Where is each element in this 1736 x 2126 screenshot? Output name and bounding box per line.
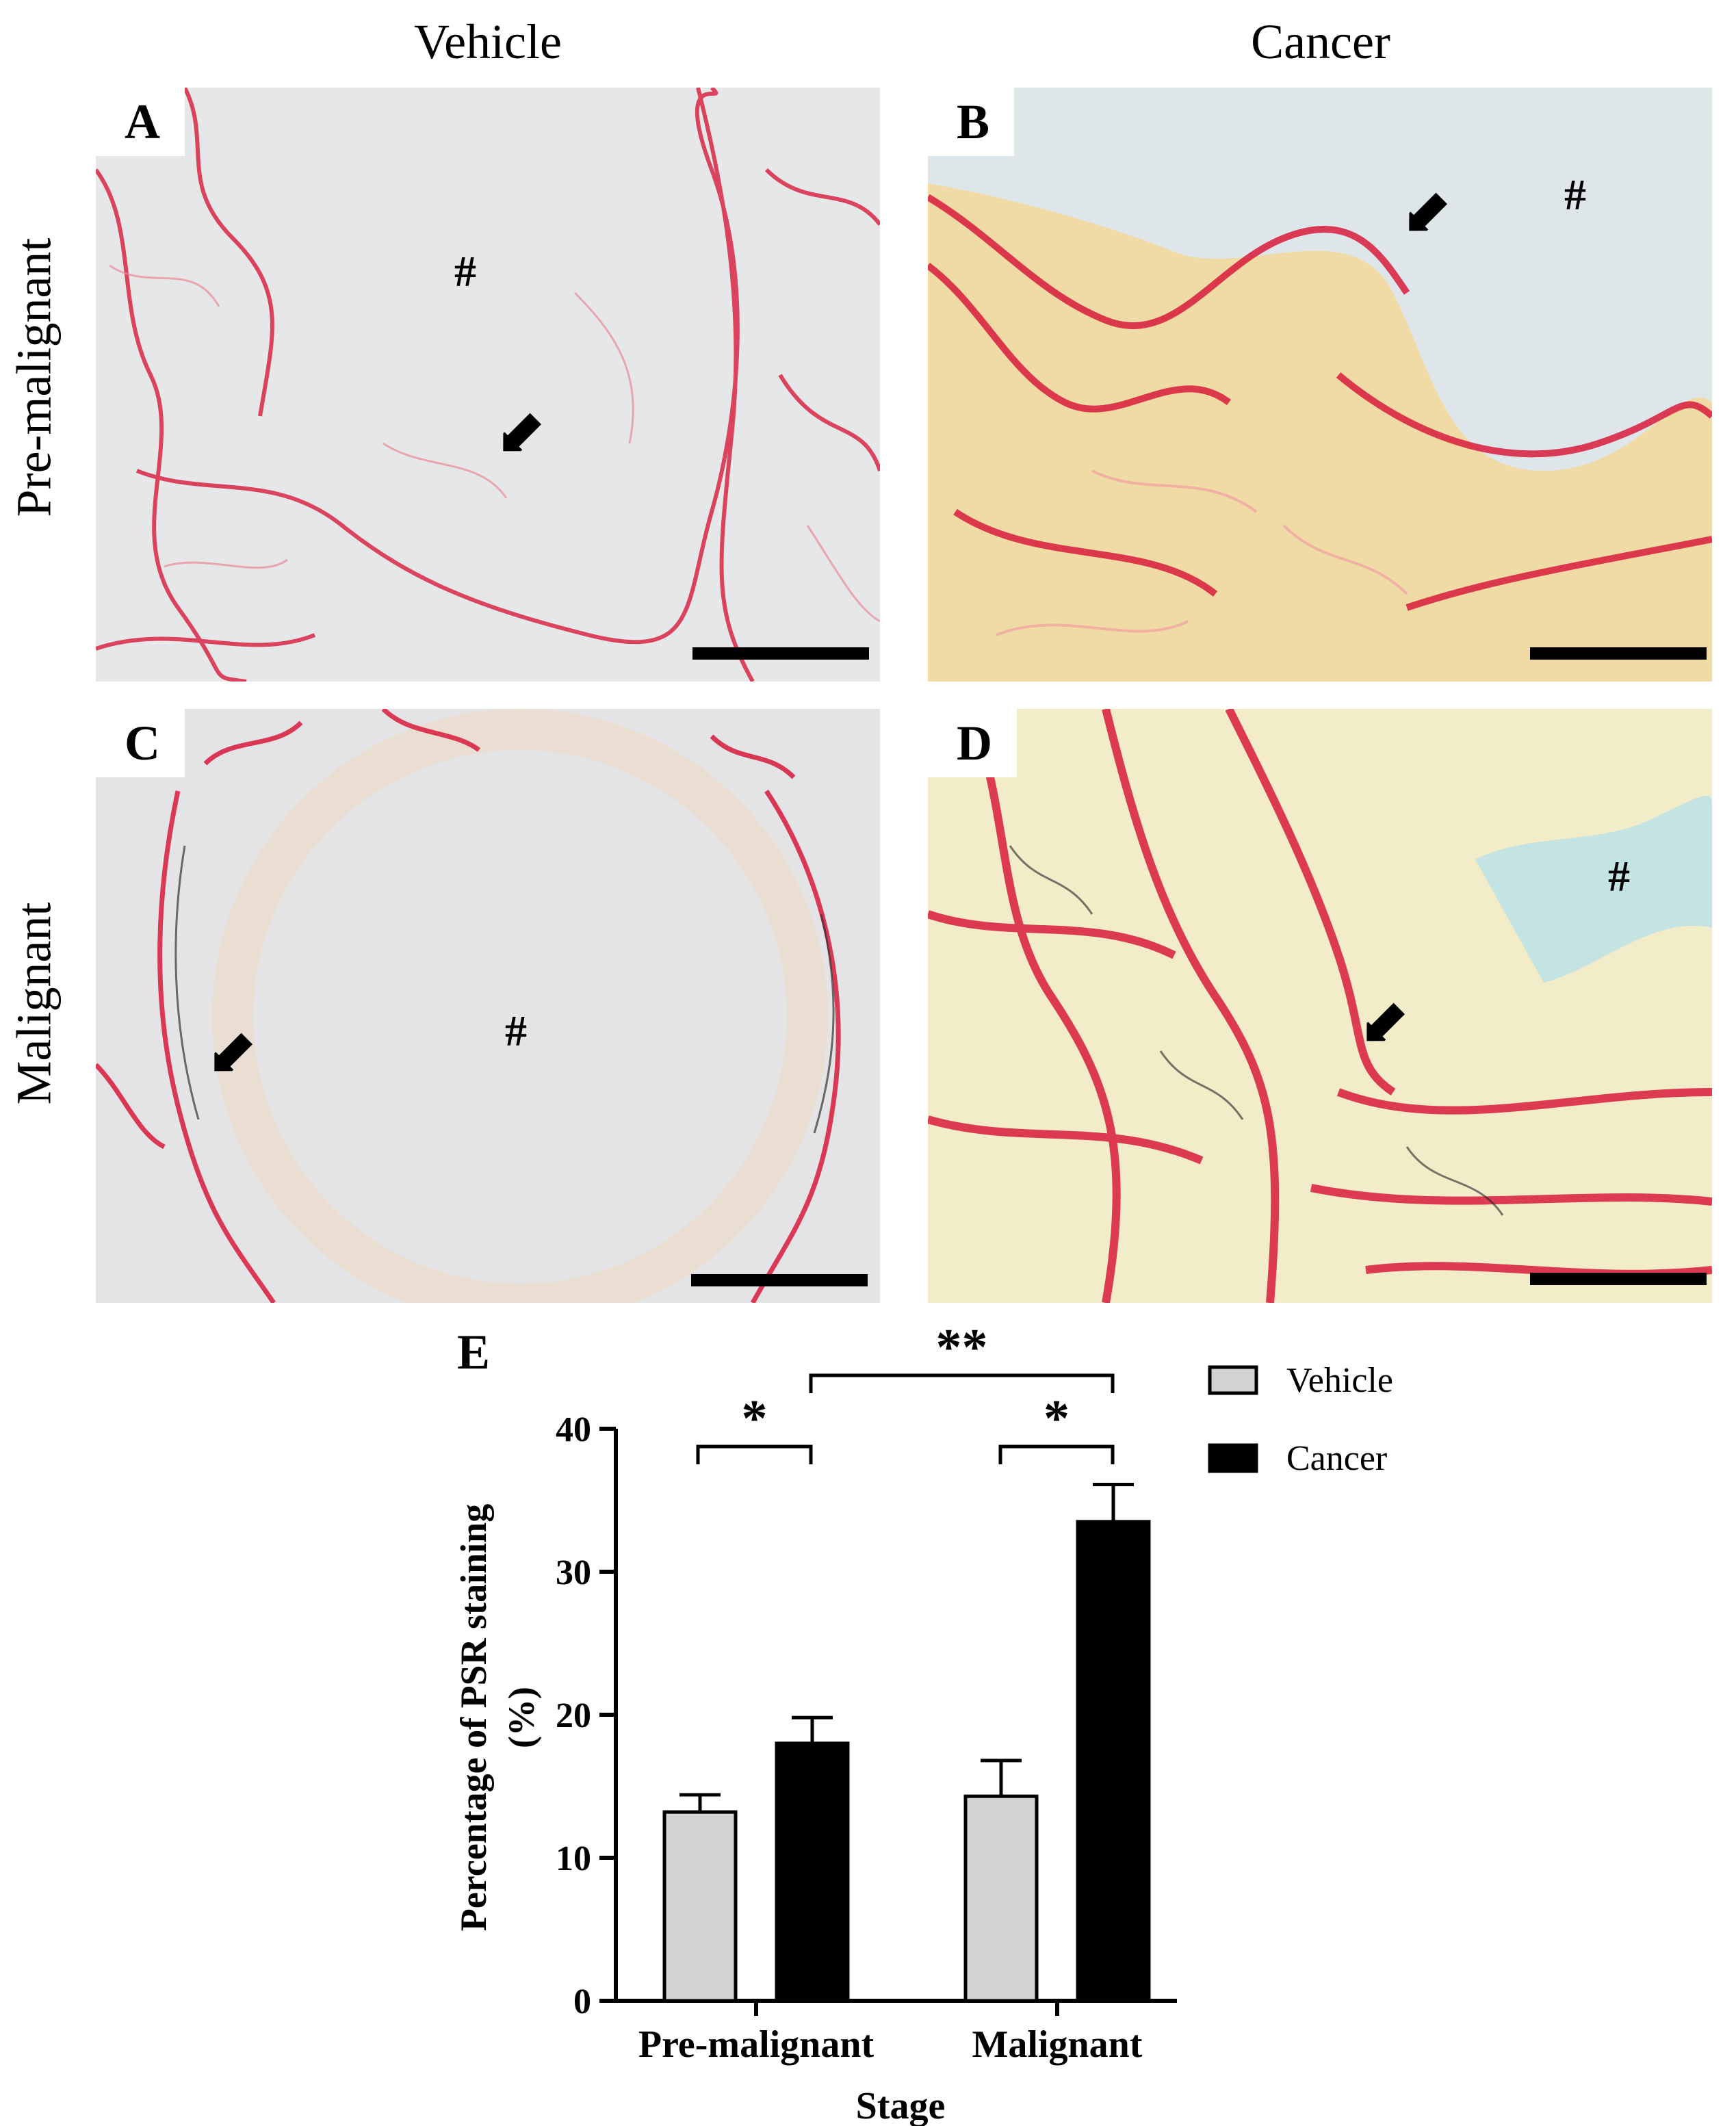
- bar: [1076, 1520, 1151, 2003]
- significance-pre-label: *: [742, 1390, 768, 1447]
- arrow-icon: ⬋: [1358, 990, 1410, 1058]
- y-tick-label: 20: [556, 1696, 591, 1735]
- scale-bar: [691, 1274, 868, 1286]
- lumen-hash-d: #: [1608, 852, 1630, 900]
- panel-letter-e: E: [457, 1325, 490, 1379]
- micrograph-panel-d: D # ⬋: [928, 709, 1712, 1303]
- panel-letter-d: D: [928, 709, 1017, 777]
- micrograph-panel-a: A # ⬋: [96, 88, 880, 682]
- significance-mal-bracket: [998, 1444, 1115, 1464]
- panel-letter-b: B: [928, 88, 1015, 156]
- x-axis-title: Stage: [856, 2085, 946, 2126]
- y-axis-title-line-1: Percentage of PSR staining: [453, 1504, 494, 1931]
- x-tick-label: Malignant: [972, 2023, 1143, 2066]
- arrow-icon: ⬋: [494, 400, 546, 468]
- y-axis-title-line-2: (%): [501, 1687, 542, 1748]
- arrow-icon: ⬋: [205, 1020, 257, 1088]
- bar: [775, 1741, 850, 2003]
- y-tick-label: 10: [556, 1839, 591, 1878]
- lumen-hash-c: #: [505, 1007, 527, 1055]
- y-tick-label: 0: [573, 1982, 591, 2021]
- significance-between-bracket: [809, 1373, 1115, 1393]
- legend-label-cancer: Cancer: [1286, 1439, 1387, 1478]
- column-header-cancer: Cancer: [1251, 14, 1390, 69]
- scale-bar: [692, 647, 869, 660]
- significance-pre-bracket: [696, 1444, 813, 1464]
- micrograph-panel-b: B # ⬋: [928, 88, 1712, 682]
- significance-mal-label: *: [1044, 1390, 1070, 1447]
- significance-between-label: **: [936, 1319, 988, 1376]
- micrograph-b-image: [928, 88, 1712, 682]
- column-header-vehicle: Vehicle: [414, 14, 562, 69]
- bar: [963, 1794, 1039, 2003]
- lumen-hash-b: #: [1564, 170, 1586, 219]
- micrograph-c-image: [96, 709, 880, 1303]
- legend-swatch-cancer: [1208, 1443, 1258, 1473]
- lumen-hash-a: #: [454, 247, 476, 296]
- y-tick-label: 40: [556, 1410, 591, 1449]
- scale-bar: [1530, 1273, 1707, 1285]
- y-tick-label: 30: [556, 1553, 591, 1592]
- micrograph-d-image: [928, 709, 1712, 1303]
- panel-letter-c: C: [96, 709, 185, 777]
- micrograph-a-image: [96, 88, 880, 682]
- scale-bar: [1530, 647, 1707, 660]
- legend-swatch-vehicle: [1208, 1365, 1258, 1395]
- panel-letter-a: A: [96, 88, 185, 156]
- micrograph-panel-c: C # ⬋: [96, 709, 880, 1303]
- bar: [662, 1810, 738, 2003]
- legend-label-vehicle: Vehicle: [1286, 1361, 1393, 1400]
- x-tick-label: Pre-malignant: [638, 2023, 875, 2066]
- arrow-icon: ⬋: [1400, 180, 1452, 248]
